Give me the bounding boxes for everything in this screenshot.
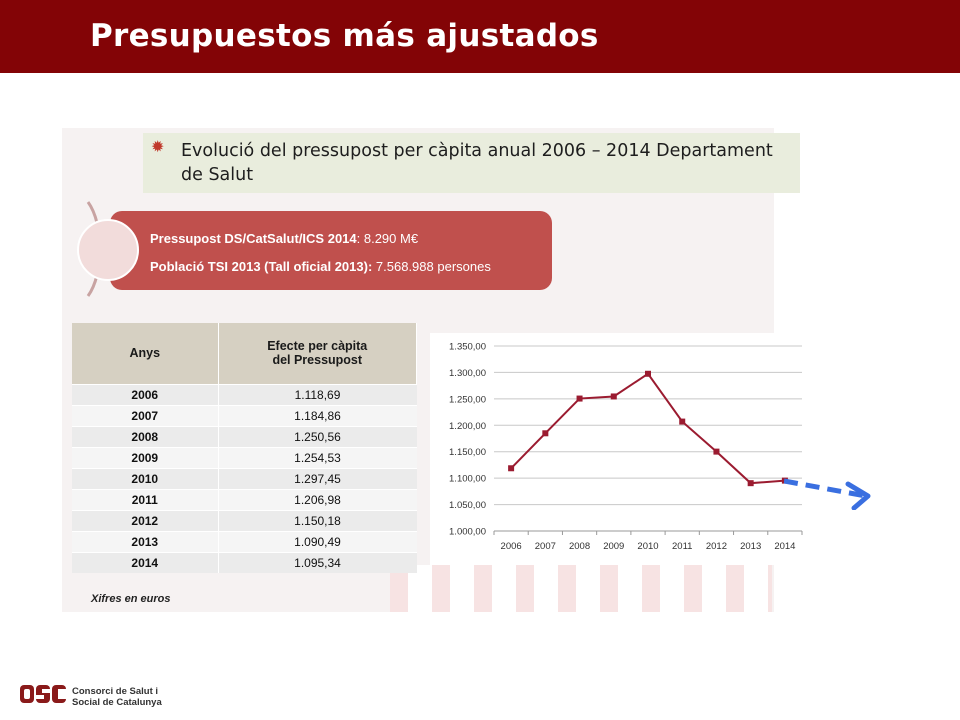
line-chart-svg: 1.000,00 1.050,00 1.100,00 1.150,00 1.200,00… [449,342,803,552]
table-cell-value: 1.206,98 [218,488,417,510]
y-tick-label: 1.150,00 [449,447,486,458]
data-point [713,448,720,455]
table-cell-year: 2010 [72,467,219,489]
table-row: 2007 1.184,86 [72,404,417,426]
data-point [542,430,549,437]
logo: Consorci de Salut i Social de Catalunya [20,682,170,712]
table-row: 2012 1.150,18 [72,509,417,531]
table-cell-year: 2009 [72,446,219,468]
logo-text: Consorci de Salut i Social de Catalunya [72,686,162,708]
data-point [679,418,686,425]
table-cell-value: 1.297,45 [218,467,417,489]
table-cell-value: 1.150,18 [218,509,417,531]
table-cell-value: 1.090,49 [218,530,417,552]
table-row: 2006 1.118,69 [72,383,417,405]
table-cell-year: 2014 [72,551,219,573]
series-line [510,372,785,485]
per-capita-table: Anys Efecte per càpita del Pressupost 20… [72,323,417,573]
table-cell-value: 1.250,56 [218,425,417,447]
data-point [645,370,651,377]
table-header-effect-line2: del Pressupost [272,353,363,368]
x-tick-label: 2009 [603,541,624,552]
y-tick-label: 1.000,00 [449,527,486,538]
table-row: 2010 1.297,45 [72,467,417,489]
y-tick-label: 1.050,00 [449,500,486,511]
population-line: Població TSI 2013 (Tall oficial 2013): 7… [150,259,491,274]
chart-title-text: Evolució del pressupost per càpita anual… [181,141,773,185]
budget-value: : 8.290 M€ [356,231,419,246]
table-cell-value: 1.184,86 [218,404,417,426]
table-cell-year: 2008 [72,425,219,447]
y-tick-label: 1.300,00 [449,368,486,379]
data-point [576,395,583,402]
table-row: 2013 1.090,49 [72,530,417,552]
data-point [508,465,515,472]
table-row: 2014 1.095,34 [72,551,417,573]
chart-title-box: ✹ Evolució del pressupost per càpita anu… [143,133,800,193]
slide-title: Presupuestos más ajustados [90,18,599,54]
table-cell-year: 2007 [72,404,219,426]
table-cell-value: 1.118,69 [218,383,417,405]
y-tick-label: 1.350,00 [449,342,486,353]
line-chart: 1.000,00 1.050,00 1.100,00 1.150,00 1.200,00… [430,333,810,565]
unit-note: Xifres en euros [91,593,171,605]
table-cell-year: 2012 [72,509,219,531]
y-tick-label: 1.100,00 [449,474,486,485]
table-body: 2006 1.118,69 2007 1.184,86 2008 1.250,56 2009… [72,383,417,573]
table-row: 2009 1.254,53 [72,446,417,468]
budget-line: Pressupost DS/CatSalut/ICS 2014: 8.290 M… [150,231,418,246]
logo-line2: Social de Catalunya [72,697,162,708]
table-cell-year: 2006 [72,383,219,405]
slide-header: Presupuestos más ajustados [0,0,960,73]
x-tick-label: 2008 [569,541,590,552]
background-stripes [390,565,772,612]
table-row: 2008 1.250,56 [72,425,417,447]
table-row: 2011 1.206,98 [72,488,417,510]
table-header-effect-line1: Efecte per càpita [267,339,368,354]
data-point [610,393,617,400]
table-cell-value: 1.254,53 [218,446,417,468]
x-tick-label: 2012 [706,541,727,552]
data-point [747,480,754,487]
decorative-circle [77,219,139,281]
y-tick-label: 1.250,00 [449,394,486,405]
table-cell-year: 2011 [72,488,219,510]
budget-info-pill: Pressupost DS/CatSalut/ICS 2014: 8.290 M… [110,211,552,290]
logo-mark-icon [20,685,66,703]
table-cell-value: 1.095,34 [218,551,417,573]
table-cell-year: 2013 [72,530,219,552]
bullet-icon: ✹ [151,139,165,156]
population-label: Població TSI 2013 (Tall oficial 2013): [150,259,373,274]
table-header-effect: Efecte per càpita del Pressupost [218,323,417,384]
trend-arrow-icon [784,478,871,510]
x-tick-label: 2006 [501,541,522,552]
table-header-years: Anys [72,323,219,384]
population-value: 7.568.988 persones [372,259,491,274]
x-tick-label: 2011 [672,541,692,552]
budget-label: Pressupost DS/CatSalut/ICS 2014 [150,231,357,246]
x-tick-label: 2013 [740,541,761,552]
x-tick-label: 2007 [535,541,556,552]
logo-line1: Consorci de Salut i [72,686,159,697]
y-tick-label: 1.200,00 [449,421,486,432]
x-tick-label: 2014 [774,541,795,552]
x-tick-label: 2010 [637,541,658,552]
